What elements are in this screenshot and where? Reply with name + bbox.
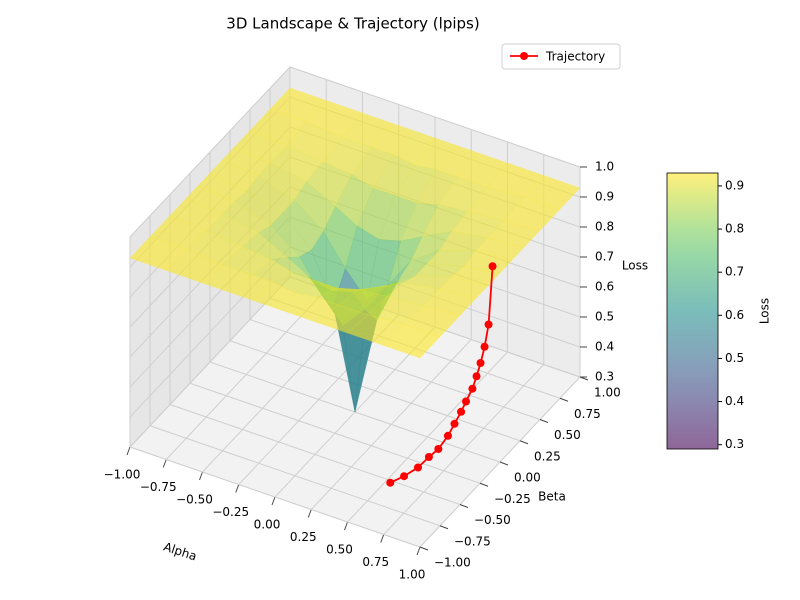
- z-tick-label: 0.9: [595, 190, 614, 204]
- tick-mark: [235, 484, 240, 493]
- trajectory-point: [462, 397, 470, 406]
- trajectory-point: [484, 320, 493, 329]
- trajectory-point: [434, 445, 443, 453]
- z-tick-label: 0.7: [595, 250, 614, 264]
- legend-label: Trajectory: [545, 50, 605, 64]
- trajectory-point: [457, 407, 466, 416]
- tick-mark: [539, 419, 549, 423]
- colorbar-frame: [666, 172, 719, 450]
- tick-mark: [271, 496, 276, 506]
- trajectory-point: [480, 342, 489, 351]
- trajectory-point: [414, 463, 422, 472]
- surface-patch: [383, 324, 441, 359]
- grid-line: [229, 340, 521, 442]
- y-tick-label: −0.25: [494, 492, 531, 506]
- y-tick-label: −0.75: [454, 534, 491, 548]
- tick-mark: [479, 482, 489, 487]
- tick-mark: [519, 440, 529, 445]
- legend-box: [501, 43, 621, 70]
- x-tick-label: −0.50: [176, 493, 213, 507]
- y-tick-label: 0.25: [534, 449, 561, 463]
- z-tick-label: 0.6: [595, 280, 614, 294]
- colorbar-tick-label: 0.3: [725, 437, 744, 451]
- y-tick-label: 0.50: [554, 428, 581, 442]
- y-tick-label: 0.00: [514, 471, 541, 485]
- legend-marker: [520, 52, 528, 60]
- z-axis-label: Loss: [622, 259, 648, 273]
- x-tick-label: −0.25: [212, 505, 249, 519]
- y-tick-label: −1.00: [434, 556, 471, 570]
- z-tick-label: 0.4: [595, 340, 614, 354]
- tick-mark: [559, 397, 569, 402]
- x-tick-label: 0.75: [362, 555, 389, 569]
- x-tick-label: 0.50: [326, 543, 353, 557]
- x-tick-label: −0.75: [140, 480, 177, 494]
- tick-mark: [126, 446, 131, 456]
- grid-line: [289, 66, 581, 168]
- trajectory-point: [476, 359, 485, 367]
- x-tick-label: −1.00: [104, 468, 141, 482]
- colorbar-label: Loss: [758, 298, 772, 324]
- trajectory-point: [450, 419, 459, 428]
- trajectory-point: [400, 472, 409, 481]
- colorbar: [667, 173, 718, 449]
- tick-mark: [459, 504, 469, 508]
- trajectory-point: [424, 453, 433, 461]
- tick-mark: [439, 525, 449, 530]
- grid-line: [129, 446, 421, 548]
- tick-mark: [307, 509, 312, 518]
- trajectory-point: [386, 478, 395, 487]
- trajectory-point: [488, 262, 497, 271]
- tick-mark: [499, 461, 509, 466]
- y-axis-label: Beta: [538, 490, 566, 504]
- tick-mark: [419, 546, 429, 551]
- y-tick-label: 0.75: [574, 407, 601, 421]
- tick-mark: [380, 534, 385, 543]
- x-tick-label: 1.00: [399, 568, 426, 582]
- grid-line: [129, 66, 291, 238]
- tick-mark: [416, 546, 421, 556]
- colorbar-tick-label: 0.5: [725, 351, 744, 365]
- colorbar-tick-label: 0.8: [725, 222, 744, 236]
- colorbar-tick-label: 0.7: [725, 265, 744, 279]
- tick-mark: [344, 521, 348, 531]
- grid-line: [189, 382, 481, 484]
- colorbar-tick-label: 0.6: [725, 308, 744, 322]
- grid-line: [149, 425, 441, 527]
- y-tick-label: −0.50: [474, 513, 511, 527]
- grid-line: [129, 276, 291, 448]
- trajectory-point: [468, 384, 477, 393]
- z-tick-label: 1.0: [595, 160, 614, 174]
- x-axis-label: Alpha: [162, 540, 199, 564]
- z-tick-label: 0.8: [595, 220, 614, 234]
- tick-mark: [162, 459, 167, 468]
- trajectory-point: [443, 431, 452, 440]
- trajectory-point: [472, 372, 481, 381]
- x-tick-label: 0.00: [254, 518, 281, 532]
- chart-title: 3D Landscape & Trajectory (lpips): [226, 15, 479, 33]
- colorbar-tick-label: 0.4: [725, 394, 744, 408]
- colorbar-tick-label: 0.9: [725, 178, 744, 192]
- x-tick-label: 0.25: [290, 530, 317, 544]
- plot-area: −1.00−0.75−0.50−0.250.000.250.500.751.00…: [104, 65, 648, 582]
- z-tick-label: 0.5: [595, 310, 614, 324]
- z-tick-label: 0.3: [595, 370, 614, 384]
- tick-mark: [199, 471, 203, 481]
- grid-line: [249, 319, 541, 420]
- y-tick-label: 1.00: [594, 386, 621, 400]
- grid-line: [169, 404, 461, 505]
